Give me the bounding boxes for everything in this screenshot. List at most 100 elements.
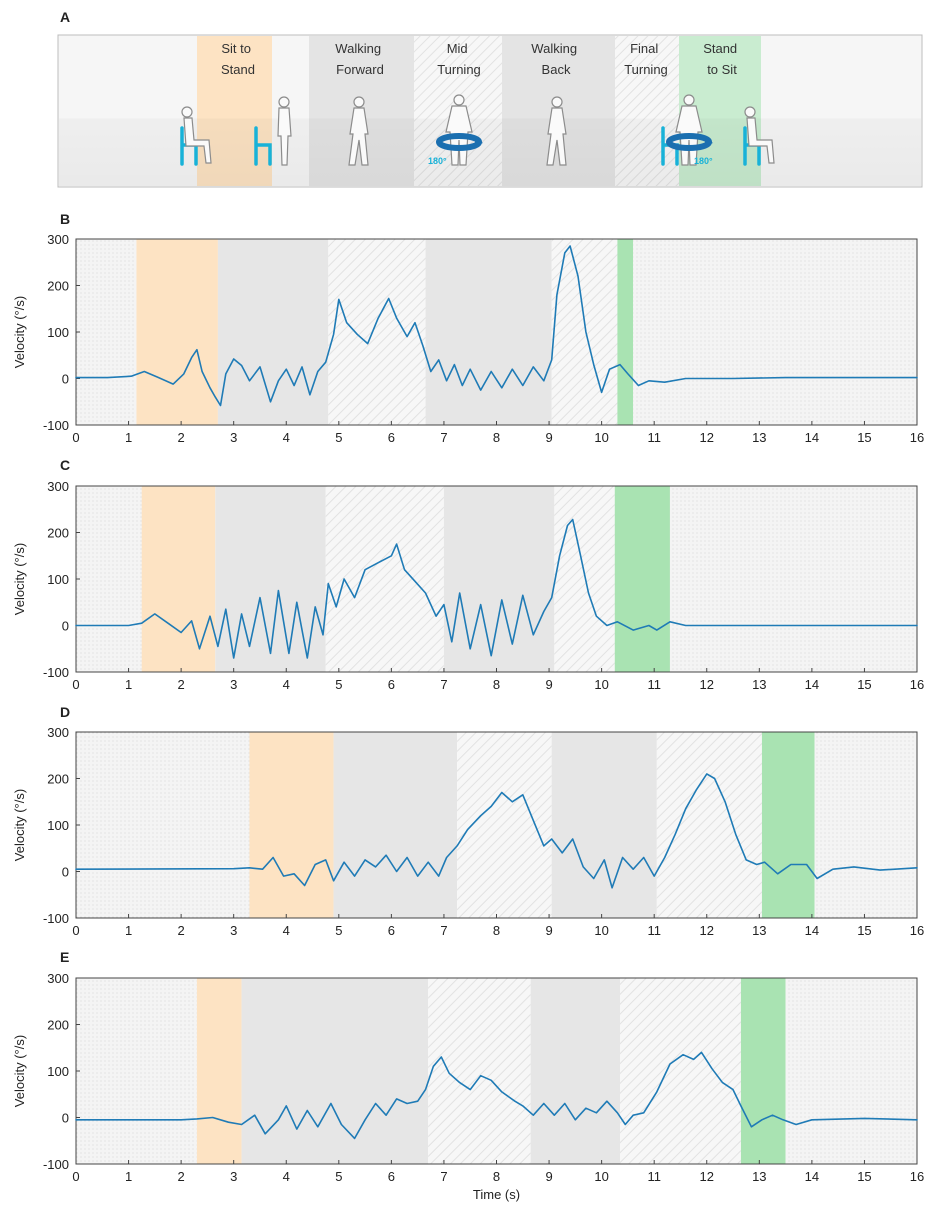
chair-icon <box>254 126 272 166</box>
phase-band-final-turning <box>554 486 615 672</box>
x-tick-label: 4 <box>283 677 290 692</box>
phase-label-stand-to-sit-2: to Sit <box>707 62 737 77</box>
phase-label-walking-forward-1: Walking <box>335 41 381 56</box>
y-tick-label: -100 <box>43 418 69 433</box>
standing-person-icon <box>277 96 292 166</box>
phase-band-mid-turning <box>328 239 426 425</box>
y-tick-label: 100 <box>47 572 69 587</box>
rotation-arrow-icon <box>666 133 713 151</box>
phase-band-stand-to-sit <box>614 486 670 672</box>
x-tick-label: 11 <box>647 430 661 445</box>
panel-a-task-phases: A Sit to Stand Walking Forward Mid Turni… <box>57 9 923 188</box>
x-tick-label: 2 <box>178 677 185 692</box>
svg-text:Final Turning: Final Turning <box>624 41 668 77</box>
series-line <box>75 1051 918 1140</box>
y-tick-label: 200 <box>47 1018 69 1033</box>
phase-band-walking-forward <box>215 486 326 672</box>
svg-text:Walking Forward: Walking Forward <box>335 41 384 77</box>
x-tick-label: 5 <box>335 430 342 445</box>
x-tick-label: 1 <box>125 923 132 938</box>
series-line <box>75 518 918 659</box>
x-tick-label: 7 <box>440 923 447 938</box>
x-tick-label: 11 <box>647 923 661 938</box>
y-tick-label: 0 <box>62 619 69 634</box>
x-tick-label: 7 <box>440 1169 447 1184</box>
phase-label-sit-to-stand-2: Stand <box>221 62 255 77</box>
y-tick-label: 300 <box>47 725 69 740</box>
x-tick-label: 1 <box>125 1169 132 1184</box>
turn-angle-label: 180° <box>428 156 447 166</box>
turn-angle-label: 180° <box>694 156 713 166</box>
phase-label-mid-turning-1: Mid <box>447 41 468 56</box>
x-tick-label: 4 <box>283 1169 290 1184</box>
y-axis-label: Velocity (°/s) <box>12 543 27 615</box>
x-tick-label: 3 <box>230 677 237 692</box>
x-tick-label: 10 <box>594 677 608 692</box>
x-tick-label: 0 <box>72 430 79 445</box>
phase-band-stand-to-sit <box>761 732 815 918</box>
seated-person-icon <box>181 106 212 164</box>
x-tick-label: 10 <box>594 1169 608 1184</box>
walking-person-icon <box>348 96 369 166</box>
x-tick-label: 2 <box>178 1169 185 1184</box>
y-tick-label: 200 <box>47 526 69 541</box>
y-tick-label: 0 <box>62 865 69 880</box>
phase-band-sit-to-stand <box>141 486 216 672</box>
x-tick-label: 6 <box>388 430 395 445</box>
x-tick-label: 15 <box>857 923 871 938</box>
x-tick-label: 6 <box>388 923 395 938</box>
x-tick-label: 12 <box>700 923 714 938</box>
x-tick-label: 16 <box>910 677 924 692</box>
x-tick-label: 8 <box>493 923 500 938</box>
x-tick-label: 13 <box>752 677 766 692</box>
x-tick-label: 3 <box>230 923 237 938</box>
phase-band-walking-forward <box>241 978 429 1164</box>
x-tick-label: 10 <box>594 923 608 938</box>
y-tick-label: 100 <box>47 1064 69 1079</box>
phase-label-walking-forward-2: Forward <box>336 62 384 77</box>
x-tick-label: 2 <box>178 923 185 938</box>
seated-person-icon <box>744 106 775 164</box>
x-tick-label: 14 <box>805 677 819 692</box>
panel-label: B <box>60 211 70 227</box>
phase-band-walking-back <box>530 978 621 1164</box>
phase-band-baseline-before <box>76 732 250 918</box>
phase-band-baseline-after <box>814 732 917 918</box>
series-line <box>75 773 918 889</box>
x-tick-label: 8 <box>493 430 500 445</box>
panel-label: D <box>60 704 70 720</box>
x-tick-label: 0 <box>72 677 79 692</box>
walking-person-icon <box>546 96 567 166</box>
x-tick-label: 9 <box>545 677 552 692</box>
phase-band-final-turning <box>620 978 741 1164</box>
x-tick-label: 12 <box>700 677 714 692</box>
y-axis-label: Velocity (°/s) <box>12 1035 27 1107</box>
x-tick-label: 3 <box>230 1169 237 1184</box>
x-tick-label: 9 <box>545 923 552 938</box>
x-tick-label: 16 <box>910 430 924 445</box>
phase-label-final-turning-1: Final <box>630 41 658 56</box>
svg-text:Sit to Stand: Sit to Stand <box>221 41 255 77</box>
phase-band-sit-to-stand <box>249 732 334 918</box>
phase-band-baseline-before <box>76 486 142 672</box>
svg-text:Mid Turning: Mid Turning <box>437 41 481 77</box>
y-tick-label: -100 <box>43 911 69 926</box>
x-tick-label: 8 <box>493 1169 500 1184</box>
y-tick-label: 100 <box>47 325 69 340</box>
x-tick-label: 7 <box>440 677 447 692</box>
x-tick-label: 0 <box>72 923 79 938</box>
phase-band-sit-to-stand <box>196 978 242 1164</box>
x-tick-label: 12 <box>700 430 714 445</box>
y-tick-label: 300 <box>47 232 69 247</box>
phase-band-baseline-before <box>76 978 197 1164</box>
phase-band-stand-to-sit <box>617 239 634 425</box>
x-tick-label: 13 <box>752 1169 766 1184</box>
x-tick-label: 6 <box>388 677 395 692</box>
x-tick-label: 16 <box>910 1169 924 1184</box>
x-tick-label: 5 <box>335 1169 342 1184</box>
panel-label: C <box>60 457 70 473</box>
